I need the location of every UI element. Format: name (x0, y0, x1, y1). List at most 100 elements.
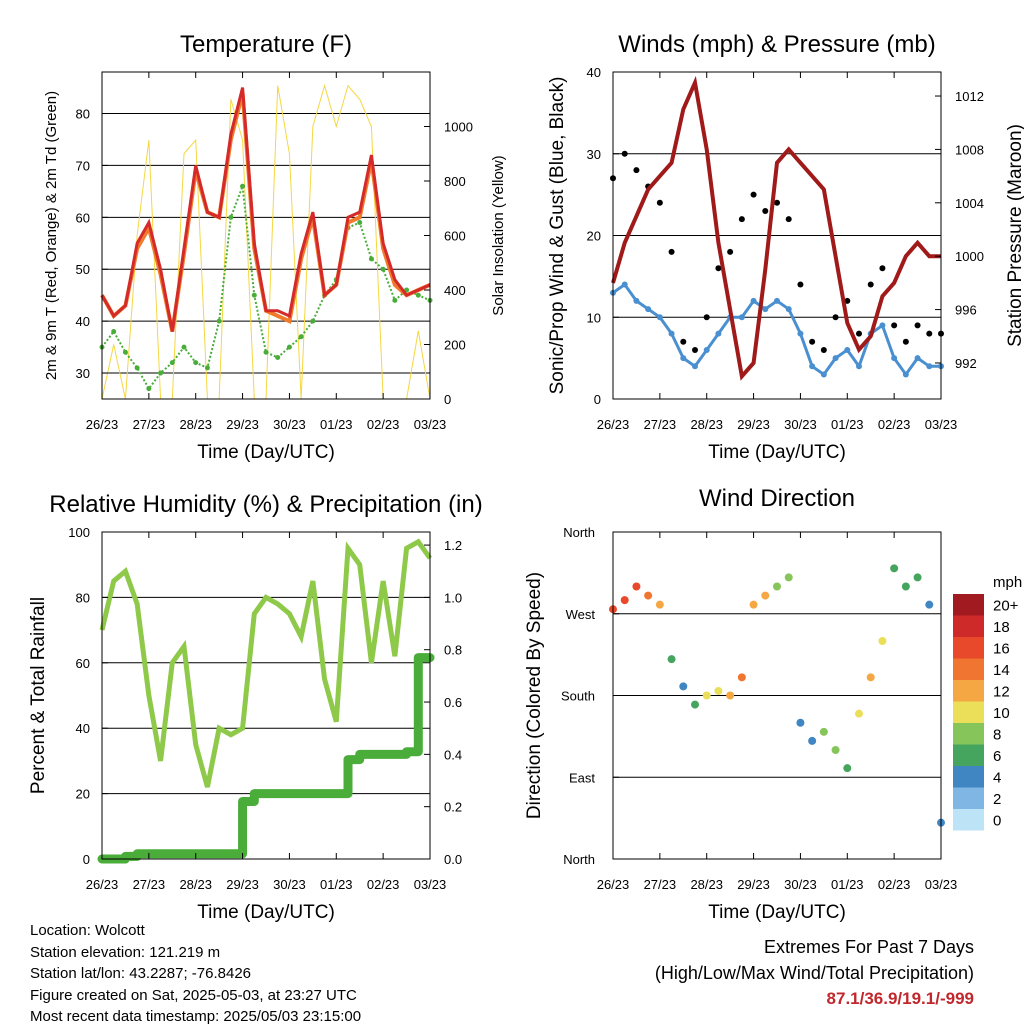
x-tick-label: 26/23 (86, 417, 119, 432)
x-tick-label: 26/23 (597, 417, 630, 432)
colorbar-swatch (953, 594, 984, 616)
wind-gust-point (656, 199, 663, 206)
y2-tick-label: 0.2 (444, 800, 462, 815)
x-tick-label: 30/23 (784, 877, 817, 892)
x-tick-label: 03/23 (925, 417, 958, 432)
wind-speed-point (820, 371, 827, 378)
wind-direction-panel: 26/23 27/23 28/23 29/23 30/23 01/23 02/23 03/23… (524, 485, 957, 923)
wind-gust-point (856, 330, 862, 337)
wind-speed-point (891, 355, 898, 362)
wind-speed-point (832, 355, 839, 362)
y-tick-label: 80 (76, 107, 90, 122)
wind-speed-point (809, 363, 816, 370)
wind-direction-point (901, 582, 910, 591)
y2-tick-label: 800 (444, 174, 466, 189)
x-tick-label: 30/23 (273, 417, 306, 432)
wind-direction-point (726, 691, 735, 700)
x-axis-label: Time (Day/UTC) (197, 442, 335, 463)
station-pressure-line (611, 75, 941, 381)
precipitation-line (97, 653, 435, 864)
extremes-box: Extremes For Past 7 Days (High/Low/Max W… (655, 934, 974, 1012)
wind-gust-point (879, 265, 886, 272)
x-tick-label: 01/23 (831, 877, 864, 892)
wind-direction-point (737, 673, 746, 682)
station-elevation: Station elevation: 121.219 m (30, 943, 221, 961)
x-tick-label: 02/23 (367, 877, 400, 892)
station-location: Location: Wolcott (30, 922, 145, 939)
wind-gust-point (668, 248, 675, 255)
colorbar-title: mph (993, 574, 1022, 591)
y-axis-label: Direction (Colored By Speed) (524, 572, 545, 819)
y-tick-label: North (563, 852, 595, 867)
wind-direction-point (655, 600, 664, 609)
y-tick-label: 40 (587, 65, 601, 80)
x-tick-label: 02/23 (878, 417, 911, 432)
extremes-subtitle: (High/Low/Max Wind/Total Precipitation) (654, 963, 974, 983)
wind-direction-point (644, 591, 653, 600)
colorbar-swatch (953, 787, 984, 809)
wind-speed-point (738, 314, 745, 321)
y-tick-label: 0 (594, 392, 601, 407)
x-tick-label: 01/23 (831, 417, 864, 432)
wind-speed-point (879, 322, 886, 329)
wind-direction-point (843, 764, 852, 773)
y2-tick-label: 1012 (955, 89, 984, 104)
dewpoint-point (228, 214, 234, 220)
x-tick-label: 26/23 (597, 877, 630, 892)
y-tick-label: 100 (68, 525, 90, 540)
y2-tick-label: 996 (955, 303, 977, 318)
x-tick-label: 28/23 (179, 877, 212, 892)
wind-speed-point (621, 281, 628, 288)
y-tick-label: 20 (76, 787, 90, 802)
y2-tick-label: 1000 (444, 120, 473, 135)
wind-direction-point (866, 673, 875, 682)
x-tick-label: 27/23 (644, 877, 677, 892)
dewpoint-line (101, 185, 431, 391)
x-tick-label: 01/23 (320, 877, 353, 892)
wind-direction-point (691, 700, 699, 709)
y2-tick-label: 0.6 (444, 695, 462, 710)
y-axis-label: Percent & Total Rainfall (28, 597, 49, 794)
wind-gust-point (914, 322, 921, 329)
wind-speed-point (785, 306, 792, 313)
x-tick-label: 03/23 (414, 877, 447, 892)
y2-axis-label: Solar Insolation (Yellow) (490, 155, 507, 315)
colorbar-swatch (953, 723, 984, 745)
y-tick-label: North (563, 525, 595, 540)
y2-tick-label: 0.8 (444, 643, 462, 658)
y2-tick-label: 992 (955, 356, 977, 371)
wind-direction-point (878, 637, 887, 645)
x-tick-label: 30/23 (273, 877, 306, 892)
colorbar-label: 2 (993, 791, 1001, 808)
wind-gust-point (621, 150, 628, 157)
temp-9m-line (100, 92, 431, 332)
colorbar-swatch (953, 680, 984, 702)
temperature-panel: 26/23 27/23 28/23 29/23 30/23 01/23 02/23 03/23… (43, 31, 507, 463)
wind-direction-point (761, 591, 770, 600)
humidity-precip-panel: 26/23 27/23 28/23 29/23 30/23 01/23 02/23 03/23… (28, 491, 483, 923)
colorbar-label: 6 (993, 748, 1001, 765)
y2-tick-label: 0.4 (444, 747, 462, 762)
x-tick-label: 29/23 (737, 417, 770, 432)
wind-speed-point (645, 306, 652, 313)
wind-gust-point (750, 191, 757, 198)
wind-direction-point (679, 682, 688, 691)
wind-speed-point (914, 355, 921, 362)
wind-direction-point (808, 736, 817, 745)
panel-title: Temperature (F) (180, 31, 352, 58)
wind-gust-point (703, 314, 710, 321)
wind-speed-point (715, 330, 722, 337)
y-tick-label: West (566, 607, 596, 622)
y-tick-label: 60 (76, 210, 90, 225)
y2-tick-label: 1000 (955, 249, 984, 264)
y2-tick-label: 0 (444, 392, 451, 407)
panel-title: Winds (mph) & Pressure (mb) (618, 31, 935, 58)
x-tick-label: 01/23 (320, 417, 353, 432)
y-tick-label: 70 (76, 158, 90, 173)
extremes-title: Extremes For Past 7 Days (763, 937, 974, 957)
wind-speed-point (902, 371, 909, 378)
wind-direction-point (773, 582, 781, 591)
wind-gust-point (785, 216, 792, 223)
x-axis-label: Time (Day/UTC) (708, 902, 846, 923)
